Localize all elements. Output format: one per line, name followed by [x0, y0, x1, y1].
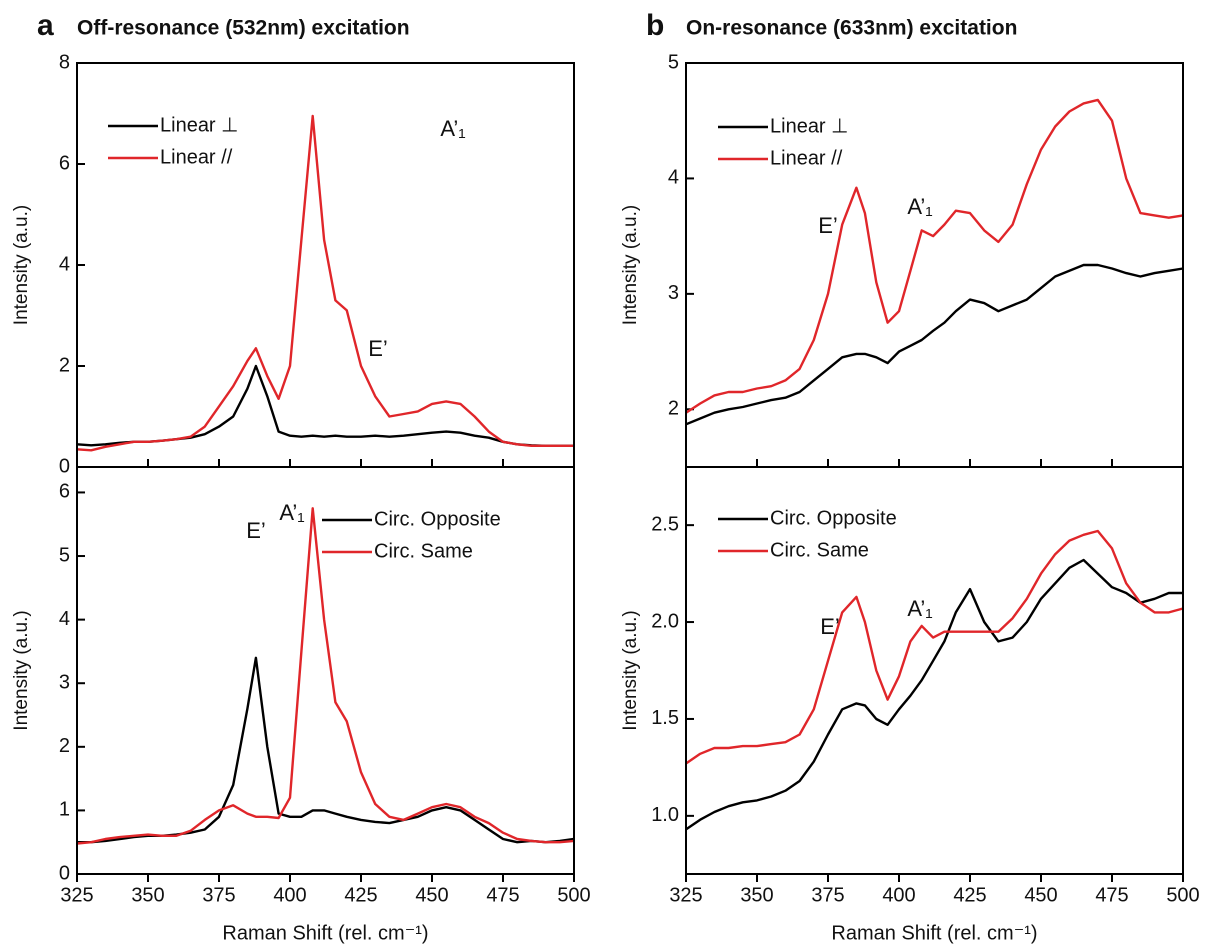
x-tick-label: 475 [1095, 884, 1128, 906]
y-tick-label: 2.5 [651, 513, 679, 535]
data-line [76, 507, 575, 845]
legend-label: Circ. Same [770, 539, 869, 561]
y-tick-label: 2 [59, 735, 70, 757]
peak-label: E’ [246, 518, 266, 543]
data-line [76, 364, 574, 447]
peak-label: A’₁ [440, 116, 465, 141]
data-line [685, 98, 1184, 414]
x-tick-label: 400 [882, 884, 915, 906]
peak-label: A’₁ [907, 194, 932, 219]
x-tick-label: 350 [131, 884, 164, 906]
data-line [77, 656, 575, 844]
y-tick-label: 6 [59, 152, 70, 174]
y-tick-label: 1.5 [651, 707, 679, 729]
legend-label: Circ. Opposite [374, 508, 501, 530]
y-tick-label: 1 [59, 799, 70, 821]
x-tick-label: 450 [1024, 884, 1057, 906]
legend-label: Linear ⊥ [160, 114, 239, 136]
y-tick-label: 6 [59, 481, 70, 503]
y-tick-label: 2 [668, 398, 679, 420]
y-tick-label: 0 [59, 862, 70, 884]
x-tick-label: 325 [60, 884, 93, 906]
x-tick-label: 425 [344, 884, 377, 906]
y-axis-label: Intensity (a.u.) [11, 205, 32, 325]
x-tick-label: 325 [669, 884, 702, 906]
y-tick-label: 4 [59, 608, 70, 630]
peak-label: A’₁ [279, 500, 304, 525]
panel-label: b [646, 9, 664, 42]
y-axis-label: Intensity (a.u.) [620, 610, 641, 730]
x-tick-label: 500 [557, 884, 590, 906]
axes-frame [685, 62, 1184, 468]
x-tick-label: 375 [202, 884, 235, 906]
legend-label: Linear // [770, 147, 843, 169]
x-axis-label: Raman Shift (rel. cm⁻¹) [222, 922, 428, 944]
peak-label: A’₁ [907, 596, 932, 621]
x-tick-label: 375 [811, 884, 844, 906]
data-line [685, 529, 1184, 765]
y-tick-label: 5 [59, 544, 70, 566]
data-line [685, 558, 1183, 831]
legend-label: Circ. Same [374, 540, 473, 562]
y-tick-label: 8 [59, 51, 70, 73]
y-tick-label: 3 [59, 672, 70, 694]
y-tick-label: 0 [59, 455, 70, 477]
legend-label: Linear ⊥ [770, 115, 849, 137]
x-tick-label: 475 [486, 884, 519, 906]
axes-frame [685, 466, 1184, 875]
x-tick-label: 425 [953, 884, 986, 906]
axes-frame [76, 466, 575, 875]
panel-label: a [37, 9, 54, 42]
y-axis-label: Intensity (a.u.) [11, 610, 32, 730]
x-tick-label: 500 [1166, 884, 1199, 906]
y-tick-label: 4 [668, 167, 679, 189]
axes-frame [76, 62, 575, 468]
chart-title: On-resonance (633nm) excitation [686, 17, 1017, 40]
data-line [685, 263, 1184, 426]
y-tick-label: 2 [59, 354, 70, 376]
y-tick-label: 5 [668, 51, 679, 73]
y-tick-label: 3 [668, 282, 679, 304]
legend-label: Linear // [160, 146, 233, 168]
peak-label: E’ [820, 614, 840, 639]
y-tick-label: 2.0 [651, 610, 679, 632]
x-tick-label: 400 [273, 884, 306, 906]
x-tick-label: 450 [415, 884, 448, 906]
x-tick-label: 350 [740, 884, 773, 906]
x-axis-label: Raman Shift (rel. cm⁻¹) [831, 922, 1037, 944]
data-line [76, 114, 574, 452]
chart-title: Off-resonance (532nm) excitation [77, 17, 410, 40]
peak-label: E’ [368, 336, 388, 361]
peak-label: E’ [818, 213, 838, 238]
y-tick-label: 4 [59, 253, 70, 275]
y-axis-label: Intensity (a.u.) [620, 205, 641, 325]
legend-label: Circ. Opposite [770, 507, 897, 529]
y-tick-label: 1.0 [651, 804, 679, 826]
